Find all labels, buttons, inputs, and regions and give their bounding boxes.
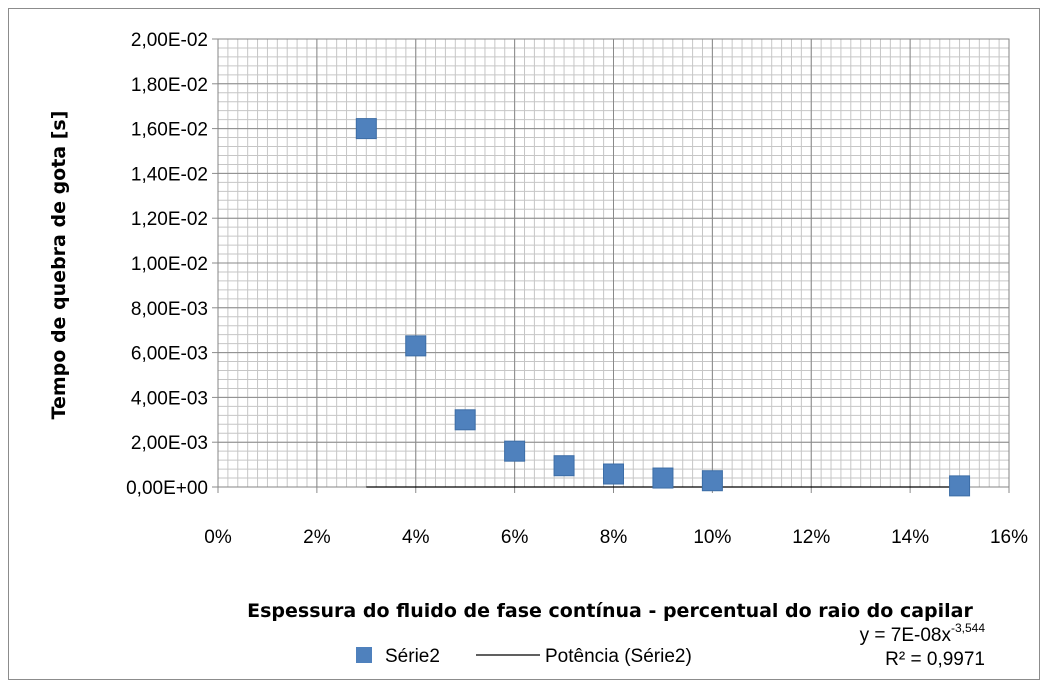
trendline-r-squared: R² = 0,9971 xyxy=(885,649,985,670)
x-axis-ticks: 0% 2% 4% 6% 8% 10% 12% 14% 16% xyxy=(204,487,1028,548)
data-point-serie2 xyxy=(701,470,723,492)
y-tick-label: 4,00E-03 xyxy=(131,388,208,409)
data-point-serie2 xyxy=(603,463,624,485)
y-tick-label: 0,00E+00 xyxy=(126,478,208,499)
data-point-serie2 xyxy=(504,440,526,462)
trendline-equation: y = 7E-08x-3,544 xyxy=(860,621,986,646)
y-tick-label: 1,60E-02 xyxy=(131,120,208,141)
x-tick-label: 14% xyxy=(891,527,929,548)
y-tick-label: 1,20E-02 xyxy=(131,209,208,230)
y-tick-label: 2,00E-03 xyxy=(131,433,208,454)
x-axis-title: Espessura do fluido de fase contínua - p… xyxy=(247,600,973,622)
x-tick-label: 12% xyxy=(792,527,830,548)
trendline-equation-exponent: -3,544 xyxy=(951,621,985,635)
x-tick-label: 4% xyxy=(402,527,430,548)
y-tick-label: 8,00E-03 xyxy=(131,299,208,320)
data-points xyxy=(355,118,971,497)
y-tick-label: 6,00E-03 xyxy=(131,344,208,365)
legend-label-trendline: Potência (Série2) xyxy=(545,646,692,667)
y-tick-label: 1,00E-02 xyxy=(131,254,208,275)
y-axis-title: Tempo de quebra de gota [s] xyxy=(48,111,70,420)
x-tick-label: 10% xyxy=(693,527,731,548)
data-point-serie2 xyxy=(652,467,674,489)
x-tick-label: 0% xyxy=(204,527,232,548)
legend: Série2 Potência (Série2) xyxy=(356,646,692,667)
y-tick-label: 2,00E-02 xyxy=(131,30,208,51)
x-tick-label: 16% xyxy=(990,527,1028,548)
x-tick-label: 6% xyxy=(501,527,529,548)
y-tick-label: 1,80E-02 xyxy=(131,75,208,96)
x-tick-label: 8% xyxy=(600,527,628,548)
data-point-serie2 xyxy=(553,455,575,477)
data-point-serie2 xyxy=(949,475,971,497)
x-tick-label: 2% xyxy=(303,527,331,548)
y-axis-ticks: 0,00E+00 2,00E-03 4,00E-03 6,00E-03 8,00E-03… xyxy=(126,30,218,499)
legend-label-serie2: Série2 xyxy=(385,646,440,667)
data-point-serie2 xyxy=(355,118,377,140)
y-tick-label: 1,40E-02 xyxy=(131,164,208,185)
data-point-serie2 xyxy=(405,335,427,357)
data-point-serie2 xyxy=(454,409,476,431)
legend-marker-serie2 xyxy=(356,647,372,663)
trendline-equation-base: y = 7E-08x xyxy=(860,625,952,646)
